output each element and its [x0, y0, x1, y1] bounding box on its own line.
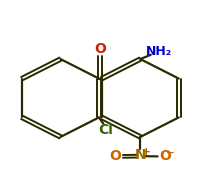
- Text: O: O: [109, 149, 122, 163]
- Text: +: +: [142, 147, 151, 157]
- Text: N: N: [134, 148, 146, 162]
- Text: NH₂: NH₂: [146, 45, 172, 58]
- Text: O: O: [159, 149, 171, 163]
- Text: Cl: Cl: [98, 123, 113, 137]
- Text: −: −: [166, 148, 175, 158]
- Text: O: O: [95, 42, 106, 56]
